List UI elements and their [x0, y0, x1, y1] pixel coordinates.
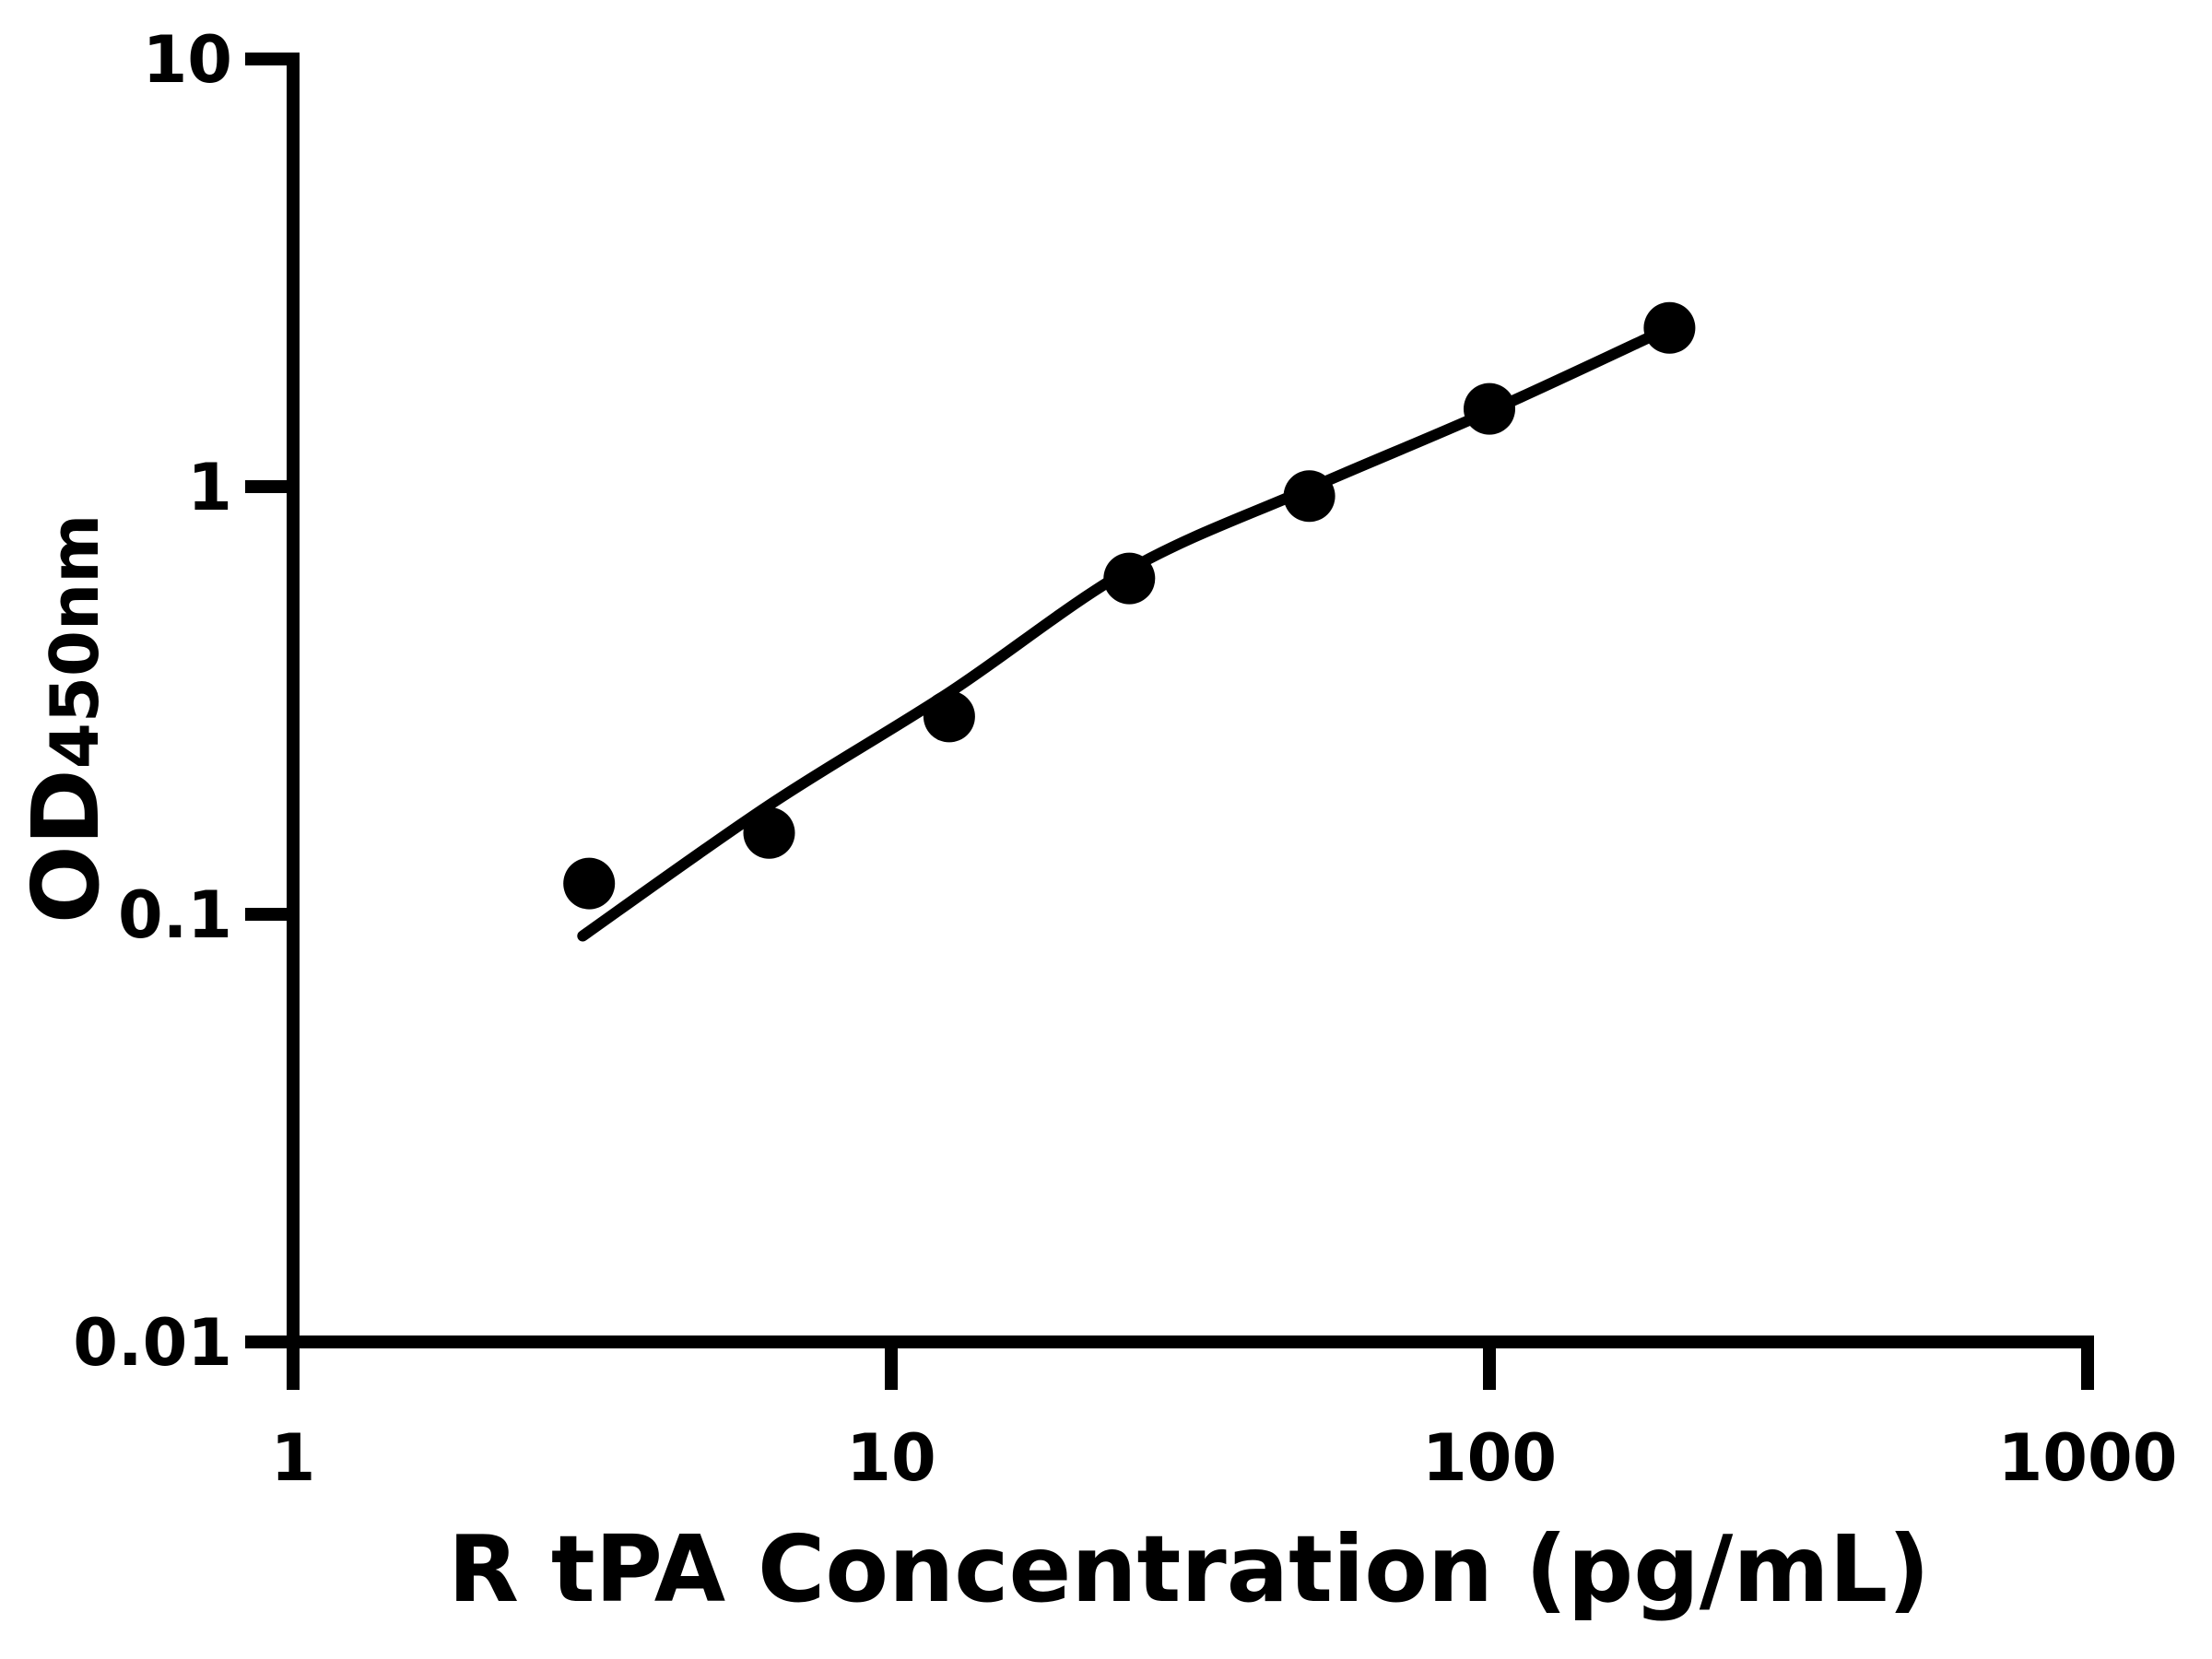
y-tick-label: 0.01	[73, 1305, 232, 1381]
y-axis-title: OD450nm	[12, 513, 120, 924]
data-point	[923, 690, 975, 743]
x-axis-title: R tPA Concentration (pg/mL)	[448, 1515, 1930, 1623]
axes-path	[245, 53, 2094, 1390]
x-tick-label: 10	[846, 1420, 935, 1496]
y-axis-title-main: OD	[12, 769, 120, 924]
data-point	[563, 857, 616, 910]
x-tick-label: 100	[1422, 1420, 1557, 1496]
y-axis-title-sub: 450nm	[36, 513, 113, 770]
data-point	[1103, 552, 1156, 605]
data-point	[743, 806, 795, 859]
x-tick-label: 1	[271, 1420, 316, 1496]
y-tick-label: 10	[143, 22, 232, 98]
y-tick-label: 1	[187, 450, 232, 525]
data-point	[1643, 301, 1696, 354]
data-point	[1283, 470, 1335, 523]
y-tick-label: 0.1	[118, 877, 232, 953]
data-point	[1464, 382, 1515, 435]
x-tick-label: 1000	[1998, 1420, 2178, 1496]
